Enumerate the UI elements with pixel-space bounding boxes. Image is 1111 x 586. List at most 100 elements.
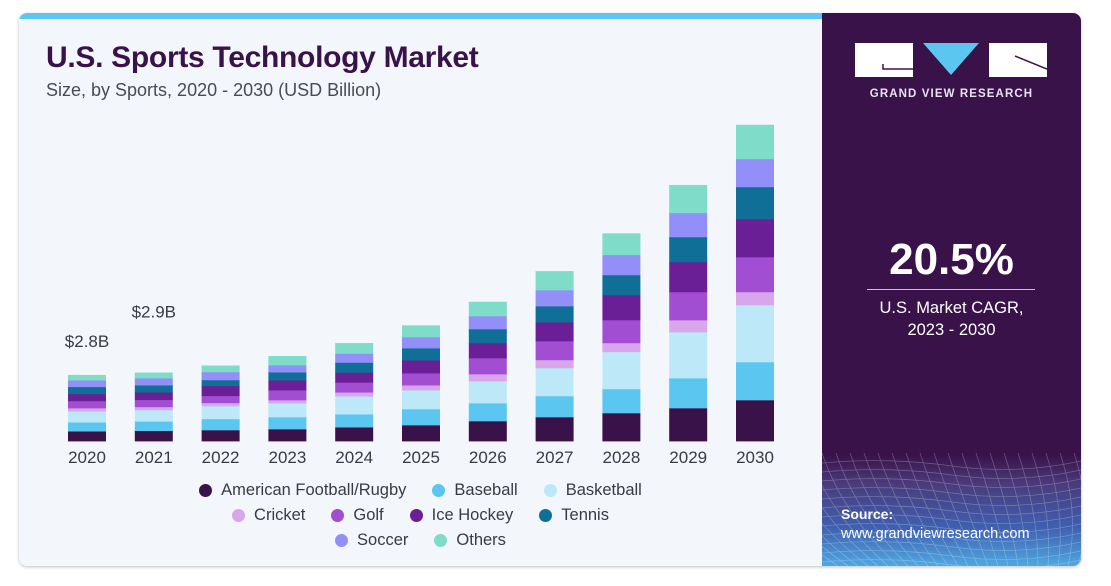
- bar-segment: [335, 353, 374, 363]
- bar-segment: [535, 306, 574, 323]
- legend-label: Golf: [353, 506, 384, 524]
- stacked-bar-chart: 2020 2021 2022 2023 2024 2025 2026 2027 2028 2029…: [65, 124, 774, 467]
- bar-segment: [468, 381, 507, 404]
- bar-segment: [669, 331, 708, 379]
- bar-segment: [736, 218, 774, 258]
- bar-stack-2020: [68, 374, 106, 442]
- bar-segment: [468, 357, 507, 375]
- bar-segment: [535, 271, 574, 291]
- bar-segment: [68, 386, 106, 395]
- bar-segment: [335, 362, 374, 373]
- x-tick-label: 2028: [602, 448, 640, 467]
- bar-segment: [669, 212, 708, 238]
- bar-segment: [602, 319, 641, 344]
- legend-item: Others: [434, 531, 506, 550]
- legend-item: Soccer: [335, 531, 408, 550]
- bar-segment: [402, 408, 440, 426]
- bar-segment: [268, 399, 307, 404]
- bar-segment: [134, 409, 173, 422]
- bar-segment: [402, 348, 440, 361]
- x-tick-label: 2024: [335, 448, 373, 467]
- cagr-value: 20.5%: [889, 235, 1014, 284]
- bar-segment: [602, 342, 641, 353]
- chart-subtitle: Size, by Sports, 2020 - 2030 (USD Billio…: [46, 80, 382, 100]
- bar-segment: [669, 377, 708, 409]
- bar-segment: [535, 367, 574, 397]
- bar-stack-2030: [736, 124, 774, 442]
- bar-segment: [68, 380, 106, 388]
- bar-segment: [669, 319, 708, 333]
- bar-segment: [669, 236, 708, 263]
- legend-row: American Football/Rugby Baseball Basketbal…: [19, 478, 822, 503]
- chart-area: U.S. Sports Technology Market Size, by S…: [19, 13, 822, 566]
- mesh-background-graphic: [822, 453, 1081, 566]
- cagr-divider: [867, 289, 1035, 290]
- chart-title: U.S. Sports Technology Market: [46, 41, 479, 74]
- bar-segment: [602, 351, 641, 390]
- bar-stack-2022: [201, 365, 240, 442]
- legend-item: Baseball: [432, 481, 518, 500]
- bar-segment: [535, 340, 574, 361]
- bar-segment: [268, 380, 307, 391]
- legend-label: Soccer: [357, 531, 409, 549]
- data-label: $2.8B: [65, 332, 109, 351]
- bar-segment: [535, 289, 574, 307]
- accent-top-bar: [19, 13, 822, 19]
- bar-segment: [335, 382, 374, 393]
- bar-segment: [402, 325, 440, 338]
- x-tick-label: 2027: [536, 448, 574, 467]
- bar-segment: [602, 233, 641, 256]
- bar-segment: [535, 395, 574, 418]
- x-tick-label: 2021: [135, 448, 173, 467]
- chart-card: U.S. Sports Technology Market Size, by S…: [19, 13, 1081, 566]
- legend-row: Soccer Others: [19, 528, 822, 553]
- bar-segment: [402, 390, 440, 410]
- bar-segment: [134, 372, 173, 379]
- bar-segment: [669, 261, 708, 293]
- bar-segment: [201, 418, 240, 431]
- chart-legend: American Football/Rugby Baseball Basketbal…: [19, 478, 822, 553]
- bar-segment: [335, 372, 374, 383]
- legend-dot-icon: [232, 509, 246, 522]
- bar-segment: [201, 395, 240, 404]
- bar-segment: [736, 124, 774, 160]
- bar-segment: [335, 392, 374, 397]
- bar-segment: [535, 416, 574, 442]
- bar-stack-2029: [669, 184, 708, 442]
- bar-segment: [268, 356, 307, 366]
- legend-row: Cricket Golf Ice Hockey Tennis: [19, 503, 822, 528]
- source-url: www.grandviewresearch.com: [841, 526, 1030, 542]
- bar-stack-2024: [335, 343, 374, 442]
- bar-segment: [134, 430, 173, 442]
- data-label: $2.9B: [132, 303, 176, 322]
- bar-segment: [602, 274, 641, 296]
- source-label: Source:: [841, 506, 894, 522]
- bar-segment: [68, 374, 106, 381]
- bar-segment: [602, 412, 641, 442]
- bar-segment: [468, 403, 507, 422]
- bar-segment: [268, 365, 307, 373]
- x-tick-label: 2026: [469, 448, 507, 467]
- bar-segment: [335, 396, 374, 415]
- bar-segment: [468, 328, 507, 344]
- legend-dot-icon: [434, 534, 448, 547]
- bar-stack-2026: [468, 301, 507, 442]
- bar-segment: [335, 427, 374, 442]
- bar-segment: [402, 373, 440, 386]
- bar-stack-2021: [134, 372, 173, 442]
- legend-dot-icon: [432, 484, 446, 497]
- bar-segment: [736, 186, 774, 220]
- bar-segment: [268, 416, 307, 430]
- bar-segment: [402, 385, 440, 391]
- bar-segment: [201, 379, 240, 387]
- bar-segment: [268, 403, 307, 418]
- brand-name: GRAND VIEW RESEARCH: [869, 88, 1034, 100]
- bar-stack-2025: [402, 325, 440, 442]
- bar-segment: [468, 301, 507, 317]
- bar-segment: [68, 411, 106, 423]
- bar-segment: [134, 399, 173, 408]
- x-tick-label: 2030: [736, 448, 774, 467]
- bar-segment: [335, 414, 374, 428]
- bar-segment: [669, 184, 708, 214]
- cagr-label-line2: 2023 - 2030: [907, 321, 996, 339]
